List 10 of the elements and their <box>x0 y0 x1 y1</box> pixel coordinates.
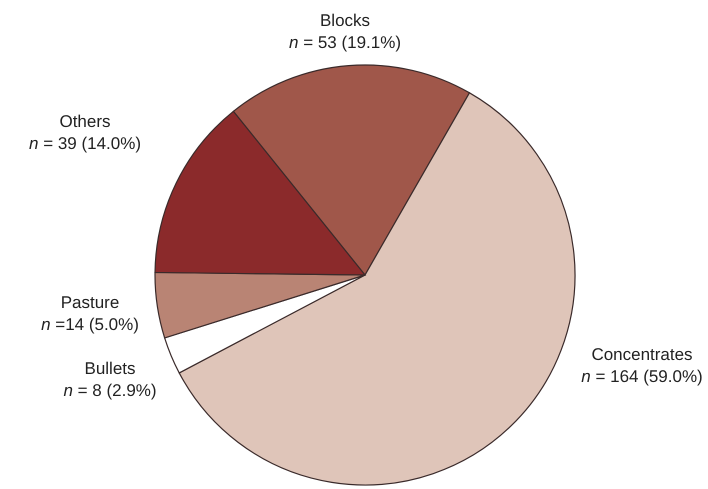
slice-label: Blocks <box>320 11 370 30</box>
slice-label: Others <box>59 112 111 131</box>
data-label: n = 164 (59.0%) <box>581 367 703 386</box>
data-label: n = 53 (19.1%) <box>289 33 401 52</box>
data-label: n = 8 (2.9%) <box>63 381 157 400</box>
slice-label: Bullets <box>84 359 136 378</box>
slice-label: Pasture <box>60 293 120 312</box>
slice-label: Concentrates <box>591 345 693 364</box>
data-label: n = 39 (14.0%) <box>29 134 141 153</box>
data-label: n =14 (5.0%) <box>41 315 139 334</box>
